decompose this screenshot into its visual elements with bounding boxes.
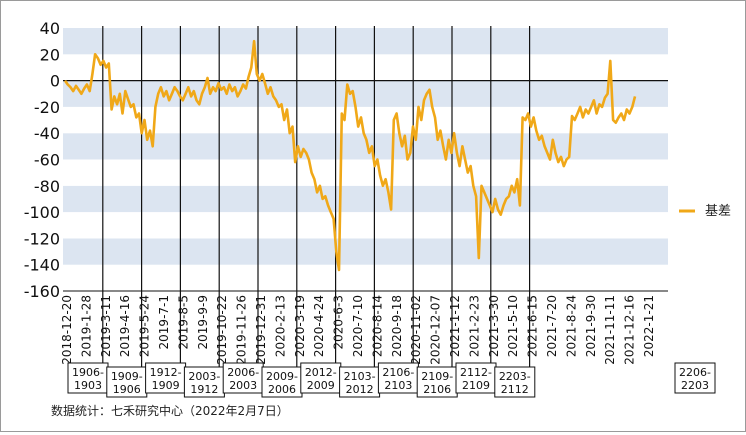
contract-window-box (416, 366, 458, 398)
x-tick-label: 2020-7-10 (351, 295, 365, 357)
legend-label: 基差 (705, 204, 731, 219)
x-tick-label: 2019-4-16 (118, 295, 132, 357)
x-tick-label: 2019-3-11 (99, 295, 113, 357)
contract-window-label: 2103- (344, 370, 376, 383)
legend: 基差 (679, 204, 731, 219)
x-tick-label: 2020-2-13 (273, 295, 287, 357)
y-tick-label: -120 (24, 229, 60, 248)
contract-window-label: 2109- (421, 370, 453, 383)
grid-band (63, 106, 668, 134)
grid-band (63, 264, 668, 291)
x-axis: 2018-12-20 2019-1-28 2019-3-11 2019-4-16 201… (60, 290, 668, 365)
contract-window-label: 2112 (501, 383, 529, 396)
contract-window-label: 1906 (113, 383, 141, 396)
x-tick-label: 2020-4-24 (312, 295, 326, 357)
contract-window-label: 1906- (72, 366, 104, 379)
y-tick-label: -160 (24, 282, 60, 301)
contract-window-label: 2009 (307, 379, 335, 392)
contract-window-label: 1909 (152, 379, 180, 392)
y-tick-label: -80 (34, 177, 60, 196)
contract-window-box (222, 362, 264, 394)
x-tick-label: 2021-1-12 (448, 295, 462, 357)
x-tick-label: 2021-6-15 (526, 295, 540, 357)
x-tick-label: 2021-5-10 (506, 295, 520, 357)
x-tick-label: 2020-6-3 (332, 295, 346, 349)
x-tick-label: 2021-8-24 (564, 295, 578, 357)
x-tick-label: 2021-2-23 (467, 295, 481, 357)
x-tick-label: 2020-3-19 (293, 295, 307, 357)
grid-band (63, 238, 668, 265)
grid-bands (63, 28, 668, 291)
y-tick-label: -60 (34, 151, 60, 170)
contract-window-label: 2203- (499, 370, 531, 383)
x-tick-label: 2019-5-24 (138, 295, 152, 357)
contract-window-label: 2106 (423, 383, 451, 396)
x-tick-label: 2019-8-5 (176, 295, 190, 349)
grid-band (63, 159, 668, 186)
y-tick-label: 0 (50, 72, 60, 91)
x-tick-label: 2022-1-21 (642, 295, 656, 357)
contract-window-label: 2012 (346, 383, 374, 396)
contract-window-box (339, 366, 381, 398)
x-tick-label: 2021-9-30 (584, 295, 598, 357)
x-tick-label: 2019-10-22 (215, 295, 229, 365)
contract-window-box (377, 362, 419, 394)
x-tick-label: 2019-7-1 (157, 295, 171, 349)
contract-window-label: 2112- (460, 366, 492, 379)
contract-window-label: 2003 (229, 379, 257, 392)
grid-band (63, 54, 668, 81)
contract-window-box (494, 366, 536, 398)
contract-window-label: 2106- (382, 366, 414, 379)
y-tick-label: -140 (24, 256, 60, 275)
contract-window-label: 2012- (305, 366, 337, 379)
x-tick-label: 2021-3-30 (487, 295, 501, 357)
x-tick-label: 2018-12-20 (60, 295, 74, 365)
contract-window-label: 1903 (74, 379, 102, 392)
y-axis: 40 20 0 -20 -40 -60 -80 -100 -120 -140 -160 (24, 19, 60, 301)
contract-window-label: 2109 (462, 379, 490, 392)
y-tick-label: 20 (40, 45, 60, 64)
contract-window-box (145, 362, 187, 394)
x-tick-label: 2019-12-31 (254, 295, 268, 365)
x-tick-label: 2020-9-18 (390, 295, 404, 357)
x-tick-label: 2019-11-26 (235, 295, 249, 365)
y-tick-label: -20 (34, 98, 60, 117)
x-tick-label: 2021-11-11 (603, 295, 617, 365)
x-tick-label: 2021-7-20 (545, 295, 559, 357)
contract-window-box (261, 366, 303, 398)
grid-band (63, 212, 668, 239)
grid-band (63, 185, 668, 213)
contract-window-label: 2006 (268, 383, 296, 396)
y-tick-label: 40 (40, 19, 60, 38)
grid-band (63, 28, 668, 55)
contract-window-label: 1912 (190, 383, 218, 396)
contract-window-label: 1909- (111, 370, 143, 383)
x-tick-label: 2019-1-28 (79, 295, 93, 357)
x-tick-label: 2020-11-02 (409, 295, 423, 365)
contract-window-boxes: 1906-1903 1909-1906 1912-1909 2003-1912 2006… (67, 362, 716, 398)
contract-window-label: 1912- (150, 366, 182, 379)
contract-window-label: 2003- (188, 370, 220, 383)
contract-window-box (674, 362, 716, 394)
series-layer (63, 39, 637, 272)
x-tick-label: 2020-12-07 (429, 295, 443, 365)
x-tick-label: 2021-12-16 (623, 295, 637, 365)
contract-window-label: 2203 (681, 379, 709, 392)
y-tick-label: -40 (34, 124, 60, 143)
contract-window-label: 2006- (227, 366, 259, 379)
source-note: 数据统计：七禾研究中心（2022年2月7日） (51, 403, 289, 418)
series-line-basis (63, 39, 637, 272)
x-tick-label: 2020-8-14 (370, 295, 384, 357)
x-tick-label: 2019-9-9 (196, 295, 210, 349)
contract-window-label: 2103 (384, 379, 412, 392)
y-tick-label: -100 (24, 203, 60, 222)
contract-window-box (183, 366, 225, 398)
grid-band (63, 80, 668, 107)
contract-window-label: 2206- (679, 366, 711, 379)
contract-window-box (455, 362, 497, 394)
contract-window-label: 2009- (266, 370, 298, 383)
